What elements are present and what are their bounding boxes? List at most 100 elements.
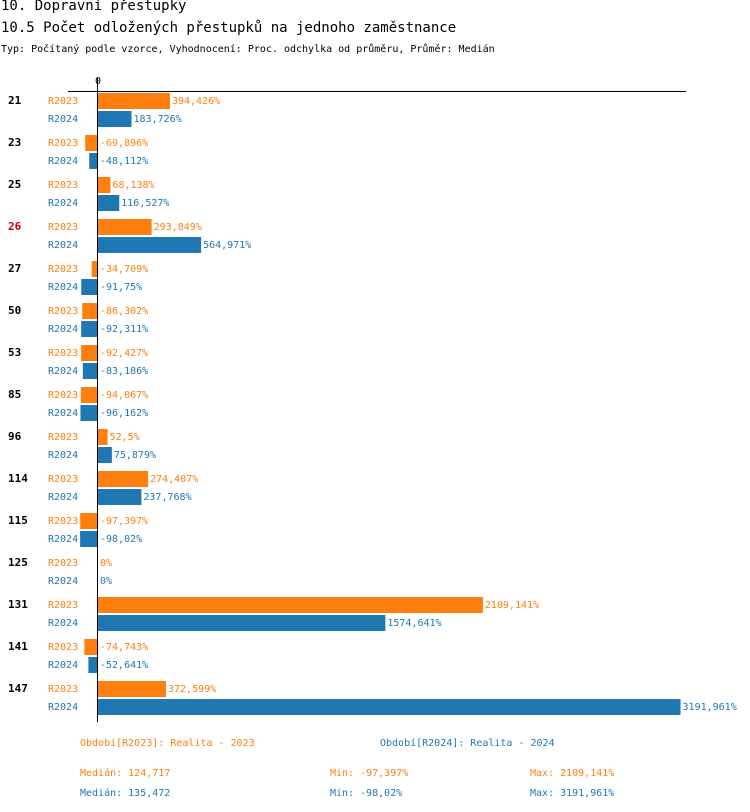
min-r2023: Min: -97,397%: [330, 768, 409, 779]
max-r2023: Max: 2109,141%: [530, 768, 615, 779]
data-label: 52,5%: [110, 432, 140, 443]
data-label: -94,067%: [100, 390, 148, 401]
bar: [82, 303, 98, 319]
bar: [98, 699, 681, 715]
category-label: 131: [8, 598, 28, 611]
series-label: R2024: [48, 702, 78, 713]
bar: [89, 153, 98, 169]
series-label: R2023: [48, 222, 78, 233]
bar: [98, 111, 132, 127]
series-label: R2024: [48, 156, 78, 167]
data-label: -91,75%: [100, 282, 142, 293]
category-label: 141: [8, 640, 28, 653]
median-r2024: Medián: 135,472: [80, 788, 171, 799]
series-label: R2024: [48, 282, 78, 293]
bar: [98, 219, 152, 235]
series-label: R2024: [48, 618, 78, 629]
bar: [98, 615, 386, 631]
bar: [98, 237, 202, 253]
series-label: R2023: [48, 684, 78, 695]
data-label: 75,879%: [114, 450, 156, 461]
category-label: 85: [8, 388, 21, 401]
category-label: 23: [8, 136, 21, 149]
series-label: R2024: [48, 198, 78, 209]
max-r2024: Max: 3191,961%: [530, 788, 615, 799]
category-label: 114: [8, 472, 28, 485]
category-label: 96: [8, 430, 22, 443]
series-label: R2024: [48, 492, 78, 503]
series-label: R2023: [48, 264, 78, 275]
bar: [81, 345, 98, 361]
data-label: 237,768%: [143, 492, 191, 503]
data-label: 3191,961%: [683, 702, 737, 713]
series-label: R2024: [48, 576, 78, 587]
category-label: 125: [8, 556, 28, 569]
median-r2023: Medián: 124,717: [80, 768, 171, 779]
series-label: R2023: [48, 558, 78, 569]
bar-chart: 021R2023394,426%R2024183,726%23R2023-69,…: [8, 76, 737, 722]
bar: [98, 93, 170, 109]
data-label: -83,186%: [100, 366, 148, 377]
bar: [82, 363, 98, 379]
data-label: 68,138%: [112, 180, 154, 191]
chart-title: 10.5 Počet odložených přestupků na jedno…: [1, 20, 457, 36]
data-label: 372,599%: [168, 684, 216, 695]
data-label: 274,407%: [150, 474, 198, 485]
data-label: 183,726%: [134, 114, 182, 125]
series-label: R2024: [48, 660, 78, 671]
bar: [98, 447, 112, 463]
chart-type-line: Typ: Počítaný podle vzorce, Vyhodnocení:…: [1, 44, 495, 55]
series-label: R2023: [48, 96, 78, 107]
series-label: R2023: [48, 474, 78, 485]
data-label: -34,709%: [100, 264, 148, 275]
legend-r2024: Období[R2024]: Realita - 2024: [380, 738, 555, 749]
bar: [98, 429, 108, 445]
data-label: -74,743%: [100, 642, 148, 653]
series-label: R2023: [48, 348, 78, 359]
data-label: -86,302%: [100, 306, 148, 317]
data-label: -92,427%: [100, 348, 148, 359]
series-label: R2023: [48, 138, 78, 149]
bar: [80, 405, 98, 421]
data-label: 2109,141%: [485, 600, 539, 611]
legend-r2023: Období[R2023]: Realita - 2023: [80, 738, 255, 749]
category-label: 115: [8, 514, 28, 527]
category-label: 147: [8, 682, 28, 695]
data-label: -92,311%: [100, 324, 148, 335]
bar: [98, 597, 483, 613]
bar: [81, 279, 98, 295]
series-label: R2024: [48, 240, 78, 251]
series-label: R2024: [48, 450, 78, 461]
bar: [98, 489, 142, 505]
data-label: 1574,641%: [387, 618, 441, 629]
series-label: R2023: [48, 432, 78, 443]
bar: [98, 177, 111, 193]
data-label: 564,971%: [203, 240, 251, 251]
series-label: R2023: [48, 642, 78, 653]
bar: [91, 261, 98, 277]
category-label: 53: [8, 346, 21, 359]
bar: [80, 513, 98, 529]
data-label: -97,397%: [100, 516, 148, 527]
data-label: 116,527%: [121, 198, 169, 209]
bar: [84, 639, 98, 655]
data-label: 293,849%: [154, 222, 202, 233]
bar: [80, 531, 98, 547]
bar: [85, 135, 98, 151]
series-label: R2023: [48, 516, 78, 527]
data-label: -52,641%: [100, 660, 148, 671]
data-label: 394,426%: [172, 96, 220, 107]
bar: [98, 195, 120, 211]
bar: [98, 681, 166, 697]
min-r2024: Min: -98,02%: [330, 788, 403, 799]
series-label: R2023: [48, 306, 78, 317]
section-title: 10. Dopravní přestupky: [1, 0, 187, 14]
bar: [80, 387, 98, 403]
category-label: 50: [8, 304, 21, 317]
series-label: R2023: [48, 600, 78, 611]
data-label: -98,02%: [100, 534, 142, 545]
category-label: 27: [8, 262, 21, 275]
series-label: R2024: [48, 408, 78, 419]
data-label: 0%: [100, 576, 112, 587]
bar: [98, 471, 149, 487]
